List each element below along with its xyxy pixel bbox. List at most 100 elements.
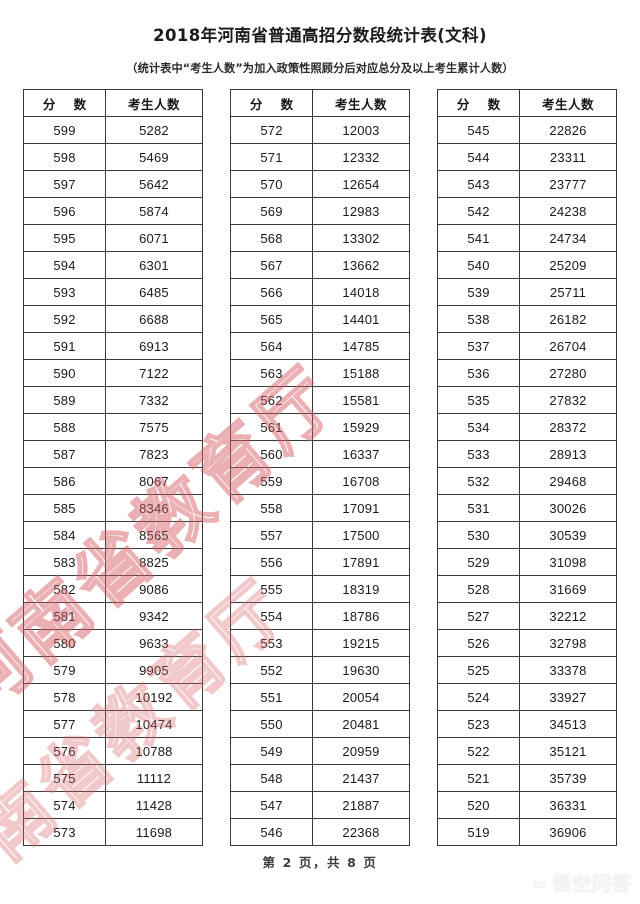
cell-score: 542: [437, 197, 520, 226]
cell-count: 14018: [312, 278, 410, 307]
cell-count: 9633: [105, 629, 203, 658]
cell-score: 553: [230, 629, 313, 658]
cell-count: 5469: [105, 143, 203, 172]
cell-count: 5874: [105, 197, 203, 226]
cell-score: 519: [437, 818, 520, 847]
table-row: 551 20054: [230, 683, 410, 712]
cell-score: 552: [230, 656, 313, 685]
cell-score: 597: [23, 170, 106, 199]
cell-count: 11112: [105, 764, 203, 793]
cell-score: 566: [230, 278, 313, 307]
cell-score: 541: [437, 224, 520, 253]
cell-score: 558: [230, 494, 313, 523]
cell-score: 579: [23, 656, 106, 685]
cell-score: 539: [437, 278, 520, 307]
cell-score: 556: [230, 548, 313, 577]
table-row: 524 33927: [437, 683, 617, 712]
cell-count: 11428: [105, 791, 203, 820]
cell-score: 596: [23, 197, 106, 226]
cell-score: 572: [230, 116, 313, 145]
cell-score: 588: [23, 413, 106, 442]
cell-score: 535: [437, 386, 520, 415]
cell-score: 598: [23, 143, 106, 172]
table-row: 532 29468: [437, 467, 617, 496]
table-row: 534 28372: [437, 413, 617, 442]
cell-count: 6913: [105, 332, 203, 361]
table-row: 577 10474: [23, 710, 203, 739]
cell-count: 17091: [312, 494, 410, 523]
table-row: 581 9342: [23, 602, 203, 631]
table-row: 541 24734: [437, 224, 617, 253]
cell-count: 32798: [519, 629, 617, 658]
cell-count: 12654: [312, 170, 410, 199]
table-row: 537 26704: [437, 332, 617, 361]
table-row: 578 10192: [23, 683, 203, 712]
table-row: 586 8067: [23, 467, 203, 496]
cell-count: 10788: [105, 737, 203, 766]
cell-score: 520: [437, 791, 520, 820]
cell-score: 526: [437, 629, 520, 658]
cell-count: 28913: [519, 440, 617, 469]
table-row: 540 25209: [437, 251, 617, 280]
cell-score: 577: [23, 710, 106, 739]
cell-score: 531: [437, 494, 520, 523]
cell-score: 521: [437, 764, 520, 793]
cell-score: 573: [23, 818, 106, 847]
table-row: 593 6485: [23, 278, 203, 307]
cell-score: 564: [230, 332, 313, 361]
table-row: 589 7332: [23, 386, 203, 415]
cell-count: 22826: [519, 116, 617, 145]
watermark-logo-text: 悟空问答: [551, 873, 632, 895]
cell-score: 549: [230, 737, 313, 766]
cell-score: 548: [230, 764, 313, 793]
cell-score: 590: [23, 359, 106, 388]
table-row: 529 31098: [437, 548, 617, 577]
cell-score: 550: [230, 710, 313, 739]
cell-count: 36906: [519, 818, 617, 847]
infinity-icon: ∞: [532, 874, 546, 895]
cell-score: 593: [23, 278, 106, 307]
cell-score: 559: [230, 467, 313, 496]
cell-score: 567: [230, 251, 313, 280]
cell-count: 16337: [312, 440, 410, 469]
cell-score: 599: [23, 116, 106, 145]
cell-score: 524: [437, 683, 520, 712]
table-row: 569 12983: [230, 197, 410, 226]
cell-count: 6301: [105, 251, 203, 280]
cell-score: 547: [230, 791, 313, 820]
table-row: 585 8346: [23, 494, 203, 523]
table-row: 575 11112: [23, 764, 203, 793]
table-row: 535 27832: [437, 386, 617, 415]
cell-score: 522: [437, 737, 520, 766]
cell-count: 6071: [105, 224, 203, 253]
cell-score: 530: [437, 521, 520, 550]
cell-score: 578: [23, 683, 106, 712]
table-row: 568 13302: [230, 224, 410, 253]
column-header-count: 考生人数: [519, 89, 617, 118]
cell-count: 34513: [519, 710, 617, 739]
table-row: 543 23777: [437, 170, 617, 199]
table-row: 565 14401: [230, 305, 410, 334]
cell-score: 555: [230, 575, 313, 604]
table-row: 520 36331: [437, 791, 617, 820]
table-row: 598 5469: [23, 143, 203, 172]
table-row: 523 34513: [437, 710, 617, 739]
cell-count: 14401: [312, 305, 410, 334]
cell-count: 31098: [519, 548, 617, 577]
cell-score: 562: [230, 386, 313, 415]
cell-count: 27280: [519, 359, 617, 388]
cell-count: 30026: [519, 494, 617, 523]
cell-count: 18319: [312, 575, 410, 604]
table-row: 542 24238: [437, 197, 617, 226]
score-table-2: 分 数考生人数 572 12003 571 12332 570 12654 569 12983 5…: [230, 89, 410, 847]
cell-count: 8565: [105, 521, 203, 550]
cell-score: 571: [230, 143, 313, 172]
cell-count: 13662: [312, 251, 410, 280]
table-row: 553 19215: [230, 629, 410, 658]
cell-score: 551: [230, 683, 313, 712]
cell-count: 8825: [105, 548, 203, 577]
cell-count: 10474: [105, 710, 203, 739]
table-row: 596 5874: [23, 197, 203, 226]
cell-count: 18786: [312, 602, 410, 631]
table-row: 571 12332: [230, 143, 410, 172]
